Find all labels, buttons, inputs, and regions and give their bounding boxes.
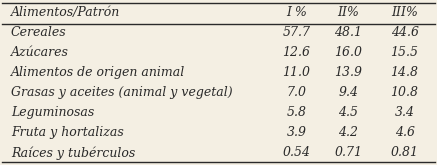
Text: 0.54: 0.54 bbox=[282, 146, 310, 159]
Text: 48.1: 48.1 bbox=[334, 26, 362, 39]
Text: 13.9: 13.9 bbox=[334, 66, 362, 79]
Text: 11.0: 11.0 bbox=[282, 66, 310, 79]
Text: Alimentos de origen animal: Alimentos de origen animal bbox=[11, 66, 185, 79]
Text: Raíces y tubérculos: Raíces y tubérculos bbox=[11, 146, 135, 160]
Text: 44.6: 44.6 bbox=[391, 26, 419, 39]
Text: I %: I % bbox=[286, 6, 307, 19]
Text: 3.9: 3.9 bbox=[286, 126, 306, 139]
Text: 4.2: 4.2 bbox=[338, 126, 358, 139]
Text: Leguminosas: Leguminosas bbox=[11, 106, 94, 119]
Text: Cereales: Cereales bbox=[11, 26, 66, 39]
Text: Alimentos/Patrón: Alimentos/Patrón bbox=[11, 6, 120, 19]
Text: 5.8: 5.8 bbox=[286, 106, 306, 119]
Text: 0.71: 0.71 bbox=[334, 146, 362, 159]
Text: 10.8: 10.8 bbox=[391, 86, 419, 99]
Text: Grasas y aceites (animal y vegetal): Grasas y aceites (animal y vegetal) bbox=[11, 86, 232, 99]
Text: 4.5: 4.5 bbox=[338, 106, 358, 119]
Text: III%: III% bbox=[391, 6, 418, 19]
Text: 7.0: 7.0 bbox=[286, 86, 306, 99]
Text: 0.81: 0.81 bbox=[391, 146, 419, 159]
Text: Fruta y hortalizas: Fruta y hortalizas bbox=[11, 126, 124, 139]
Text: 15.5: 15.5 bbox=[391, 46, 419, 59]
Text: 4.6: 4.6 bbox=[395, 126, 415, 139]
Text: 3.4: 3.4 bbox=[395, 106, 415, 119]
Text: 12.6: 12.6 bbox=[282, 46, 310, 59]
Text: 14.8: 14.8 bbox=[391, 66, 419, 79]
Text: II%: II% bbox=[337, 6, 359, 19]
Text: 16.0: 16.0 bbox=[334, 46, 362, 59]
Text: Azúcares: Azúcares bbox=[11, 46, 69, 59]
Text: 9.4: 9.4 bbox=[338, 86, 358, 99]
Text: 57.7: 57.7 bbox=[282, 26, 310, 39]
